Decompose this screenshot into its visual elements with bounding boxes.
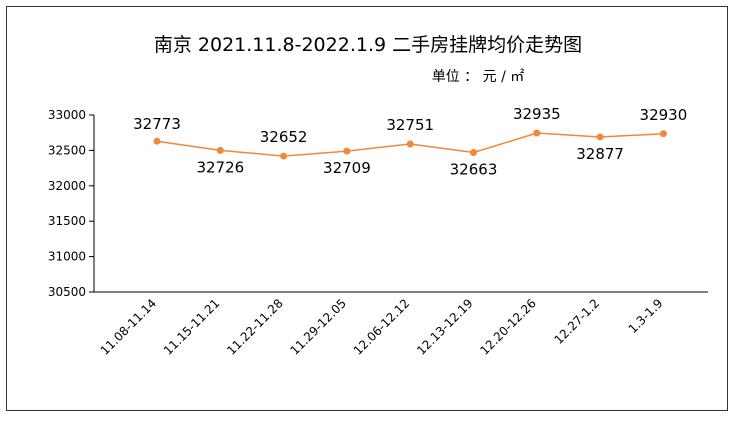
- y-tick-label: 31000: [48, 250, 86, 264]
- data-label: 32930: [640, 106, 688, 124]
- y-tick-label: 32000: [48, 179, 86, 193]
- data-label: 32751: [386, 116, 434, 134]
- data-point: [470, 149, 477, 157]
- x-tick-label: 1.3-1.9: [626, 296, 666, 336]
- x-tick-label: 11.29-12.05: [287, 296, 349, 358]
- x-tick-label: 11.08-11.14: [98, 296, 160, 358]
- data-label: 32935: [513, 105, 561, 123]
- data-label: 32726: [196, 158, 244, 176]
- data-label: 32652: [260, 128, 308, 146]
- data-point: [280, 152, 288, 160]
- data-point: [216, 146, 224, 154]
- data-label: 32663: [450, 161, 498, 179]
- data-point: [533, 129, 541, 137]
- data-point: [596, 133, 604, 141]
- data-point: [343, 147, 351, 155]
- x-tick-label: 11.15-11.21: [161, 296, 223, 358]
- chart-subtitle: 单位 ： 元 / ㎡: [431, 69, 525, 85]
- y-tick-label: 33000: [48, 108, 86, 122]
- chart-frame: [6, 6, 728, 411]
- x-tick-label: 12.27-1.2: [551, 296, 602, 347]
- data-label: 32877: [576, 145, 624, 163]
- data-point: [406, 140, 414, 148]
- data-label: 32773: [133, 115, 181, 133]
- data-label: 32709: [323, 159, 371, 177]
- x-tick-label: 12.13-12.19: [414, 296, 476, 358]
- y-tick-label: 32500: [48, 143, 86, 157]
- x-tick-label: 12.20-12.26: [477, 296, 539, 358]
- x-tick-label: 11.22-11.28: [224, 296, 286, 358]
- data-point: [659, 130, 667, 138]
- chart-title: 南京 2021.11.8-2022.1.9 二手房挂牌均价走势图: [153, 34, 583, 56]
- y-tick-label: 31500: [48, 214, 86, 228]
- y-tick-label: 30500: [48, 285, 86, 299]
- data-point: [153, 137, 161, 145]
- x-tick-label: 12.06-12.12: [351, 296, 413, 358]
